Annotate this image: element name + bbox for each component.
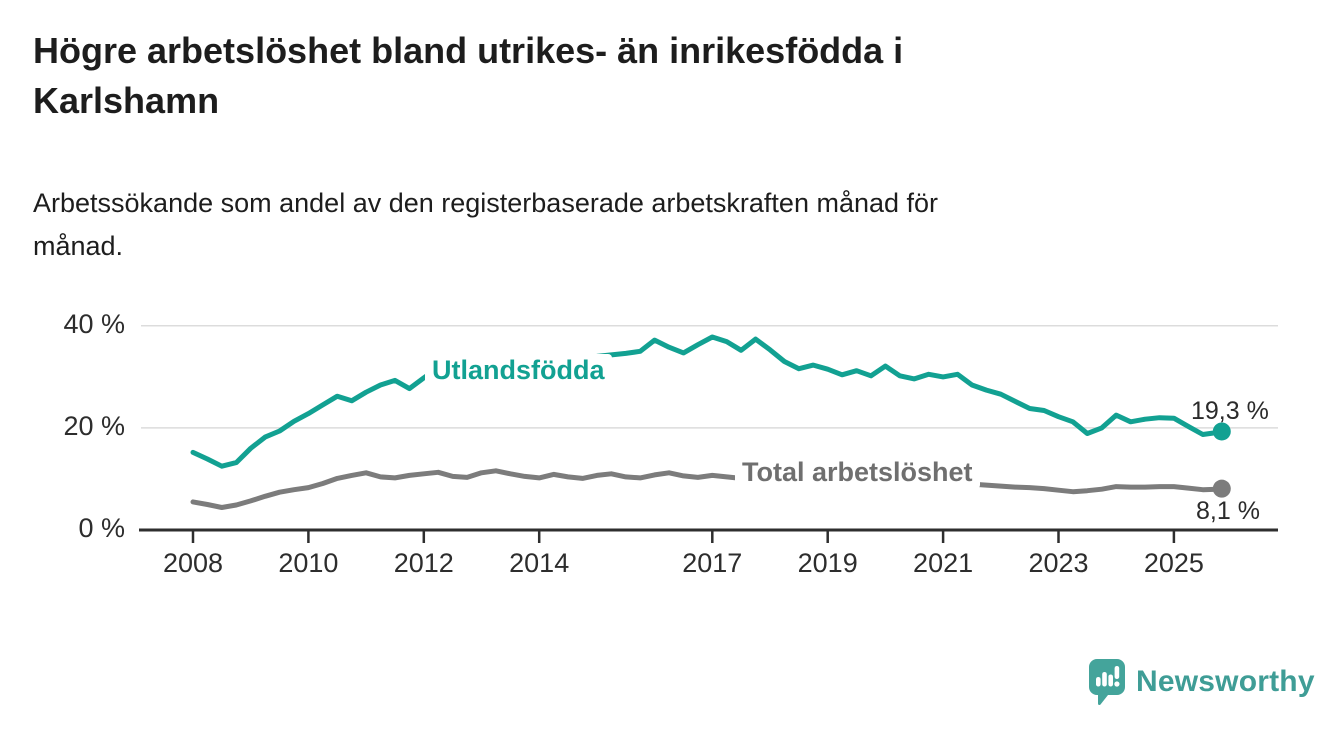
x-tick-label: 2014 [509,548,570,578]
chart-title-line1: Högre arbetslöshet bland utrikes- än inr… [33,30,904,71]
x-tick-label: 2017 [682,548,743,578]
newsworthy-logo-icon [1089,659,1125,706]
chart-subtitle: Arbetssökande som andel av den registerb… [33,182,1253,268]
chart-title-line2: Karlshamn [33,80,220,121]
series-line-1 [190,468,1225,510]
x-tick-label: 2023 [1028,548,1089,578]
x-tick-label: 2008 [162,548,224,578]
y-tick-label: 20 % [63,410,125,441]
newsworthy-logo: Newsworthy [1088,658,1315,706]
x-tick-label: 2019 [797,548,858,578]
newsworthy-logo-text: Newsworthy [1136,665,1315,698]
end-value-label-utlandsfodda: 19,3 % [1191,397,1269,425]
x-tick-label: 2025 [1143,548,1204,578]
series-line-0 [190,334,1225,469]
series-label-utlandsfodda: Utlandsfödda [425,354,612,387]
x-tick-label: 2021 [913,548,974,578]
x-tick-label: 2010 [278,548,339,578]
y-tick-label: 40 % [63,308,125,339]
y-tick-label: 0 % [78,513,125,543]
chart-subtitle-line2: månad. [33,231,124,261]
series-end-dot-0 [1212,422,1231,441]
x-tick-label: 2012 [393,548,454,578]
series-end-dot-1 [1212,479,1231,498]
chart-subtitle-line1: Arbetssökande som andel av den registerb… [33,188,939,218]
chart-title: Högre arbetslöshet bland utrikes- än inr… [33,26,1183,126]
end-value-label-total: 8,1 % [1196,497,1260,525]
series-label-total-arbetsloshet: Total arbetslöshet [735,456,980,489]
